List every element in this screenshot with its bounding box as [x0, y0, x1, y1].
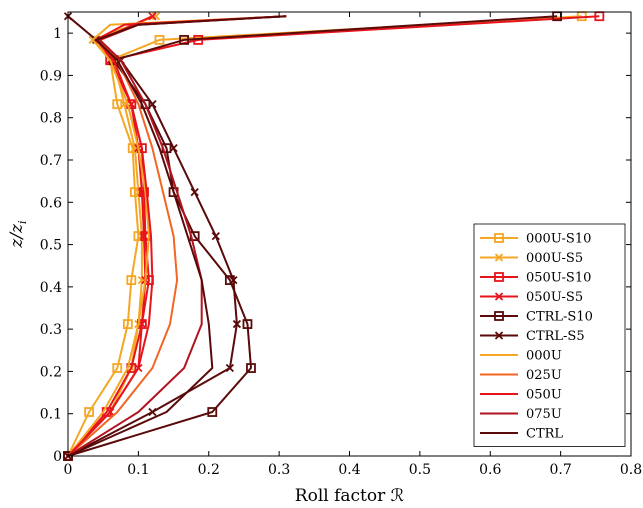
data-point-square	[242, 319, 253, 329]
legend-marker-square	[494, 233, 504, 243]
legend-label: 050U	[526, 388, 562, 403]
legend-item: CTRL	[480, 427, 563, 442]
x-tick-label: 0.1	[127, 462, 149, 478]
data-point-square	[112, 363, 123, 373]
data-point-square	[179, 35, 190, 45]
legend-label: CTRL-S5	[526, 329, 585, 344]
y-tick-label: 0.7	[40, 153, 62, 169]
y-tick-label: 0.1	[40, 407, 62, 423]
series-075U	[67, 15, 287, 457]
legend-label: 050U-S5	[526, 290, 583, 305]
x-axis-title: Roll factor ℛ	[295, 486, 404, 506]
y-tick-label: 0.5	[40, 238, 62, 254]
legend-marker-x	[494, 292, 504, 301]
y-axis-title: z/zi	[7, 220, 29, 248]
legend-label: 000U-S5	[526, 251, 583, 266]
legend-item: 050U	[480, 388, 562, 403]
data-point-square	[84, 407, 95, 417]
legend-marker-square	[494, 311, 504, 321]
series-line-CTRL	[67, 15, 287, 457]
y-tick-label: 0.9	[40, 68, 62, 84]
x-tick-label: 0.7	[549, 462, 571, 478]
x-tick-label: 0.2	[198, 462, 220, 478]
legend-marker-x	[494, 331, 504, 340]
legend-item: 075U	[480, 407, 562, 422]
x-tick-label: 0.3	[268, 462, 290, 478]
data-point-square	[207, 407, 218, 417]
series-line-000U	[67, 15, 287, 457]
data-point-x	[225, 363, 234, 373]
data-point-square	[154, 35, 165, 45]
data-point-x	[190, 188, 199, 197]
data-point-x	[211, 231, 220, 241]
y-tick-label: 0.4	[40, 280, 62, 296]
x-tick-label: 0.4	[338, 462, 360, 478]
y-axis-title-main: z/z	[7, 223, 27, 249]
y-tick-label: 0.6	[40, 195, 62, 211]
x-tick-label: 0	[64, 462, 73, 478]
legend-item: 025U	[480, 368, 562, 383]
data-point-x	[169, 144, 178, 153]
series-CTRL	[67, 15, 287, 457]
legend-item: CTRL-S10	[480, 310, 593, 325]
data-point-square	[112, 99, 123, 110]
legend-label: 000U	[526, 349, 562, 364]
y-axis-title-text: z/zi	[7, 220, 29, 248]
legend-label: 000U-S10	[526, 232, 591, 247]
y-tick-label: 0	[53, 449, 62, 465]
x-tick-label: 0.6	[479, 462, 501, 478]
legend-label: CTRL	[526, 427, 563, 442]
x-tick-label: 0.5	[409, 462, 431, 478]
legend-marker-square	[494, 272, 504, 282]
data-point-x	[148, 12, 157, 21]
y-tick-label: 0.3	[40, 322, 62, 338]
y-tick-label: 1	[53, 26, 62, 42]
data-point-x	[232, 319, 242, 329]
x-tick-label: 0.8	[620, 462, 642, 478]
data-point-square	[126, 275, 137, 285]
y-tick-label: 0.8	[40, 111, 62, 127]
legend-label: 050U-S10	[526, 271, 591, 286]
data-point-x	[229, 275, 238, 285]
legend-item: 000U-S5	[480, 251, 583, 266]
legend-item: 050U-S5	[480, 290, 583, 305]
series-000U	[67, 15, 287, 457]
data-point-square	[246, 363, 256, 373]
data-point-x	[139, 231, 149, 241]
data-point-square	[127, 143, 138, 154]
axes-layer: 0 0.1 0.2 0.3 0.4 0.5 0.6 0.7 0.8 0 0.1 0.2 0.3 0.4 0.…	[40, 11, 642, 478]
legend-label: CTRL-S10	[526, 310, 593, 325]
legend-item: 050U-S10	[480, 271, 591, 286]
series-layer	[63, 11, 605, 461]
legend-marker-x	[494, 253, 504, 262]
legend: 000U-S10 000U-S5 050U-S10 050U-S5 CTRL-S10 CT…	[473, 223, 626, 447]
data-point-x	[148, 407, 157, 417]
legend-item: 000U-S10	[480, 232, 591, 247]
y-tick-label: 0.2	[40, 364, 62, 380]
series-line-075U	[67, 15, 287, 457]
y-axis-title-subscript: i	[16, 220, 29, 224]
data-point-square	[122, 319, 133, 329]
data-point-x	[148, 100, 157, 109]
legend-item: CTRL-S5	[480, 329, 585, 344]
legend-label: 075U	[526, 407, 562, 422]
legend-label: 025U	[526, 368, 562, 383]
legend-item: 000U	[480, 349, 562, 364]
